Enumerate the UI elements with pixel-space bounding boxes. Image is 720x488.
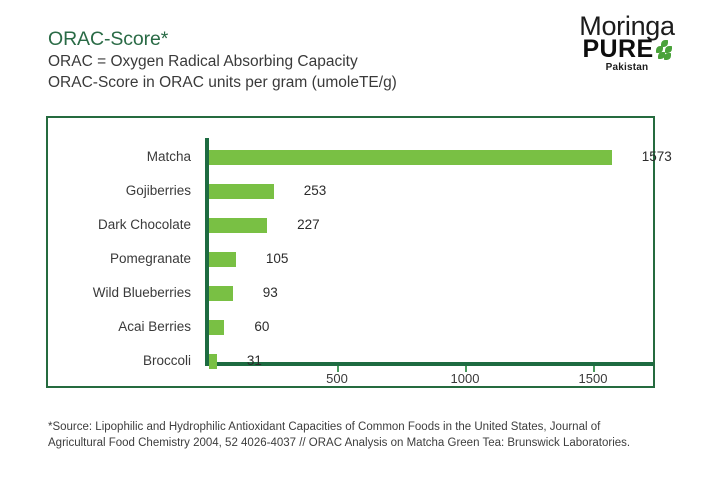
bar bbox=[209, 252, 236, 267]
bar-row: Acai Berries 60 bbox=[48, 310, 653, 344]
chart-frame: Matcha 1573 Gojiberries 253 Dark Chocolate 22… bbox=[46, 116, 672, 388]
bar bbox=[209, 320, 225, 335]
bar bbox=[209, 184, 274, 199]
bar-value-label: 93 bbox=[262, 285, 278, 300]
bar bbox=[209, 150, 612, 165]
bar-value-label: 31 bbox=[246, 353, 262, 368]
bar-row: Matcha 1573 bbox=[48, 140, 672, 174]
x-tick-mark bbox=[337, 366, 339, 372]
logo-brand-main: PURE bbox=[582, 35, 654, 63]
x-tick-label: 500 bbox=[326, 371, 348, 386]
subtitle-line-2: ORAC-Score in ORAC units per gram (umole… bbox=[48, 74, 397, 91]
subtitle-line-1: ORAC = Oxygen Radical Absorbing Capacity bbox=[48, 53, 358, 70]
source-footnote: *Source: Lipophilic and Hydrophilic Anti… bbox=[48, 419, 688, 451]
footnote-line-2: Agricultural Food Chemistry 2004, 52 402… bbox=[48, 437, 631, 449]
bar-value-label: 1573 bbox=[641, 149, 672, 164]
bar-row: Broccoli 31 bbox=[48, 344, 653, 378]
header: ORAC-Score* ORAC = Oxygen Radical Absorb… bbox=[0, 0, 720, 110]
bar-row: Dark Chocolate 227 bbox=[48, 208, 653, 242]
bar-chart-plot: Matcha 1573 Gojiberries 253 Dark Chocolate 22… bbox=[48, 118, 672, 386]
bar-value-label: 105 bbox=[265, 251, 289, 266]
bar bbox=[209, 286, 233, 301]
category-label: Wild Blueberries bbox=[92, 285, 191, 300]
category-label: Broccoli bbox=[142, 353, 191, 368]
logo-brand-sub: Pakistan bbox=[605, 62, 649, 73]
x-axis-line bbox=[205, 362, 653, 366]
x-tick-mark bbox=[465, 366, 467, 372]
bar bbox=[209, 354, 217, 369]
y-axis-line bbox=[205, 138, 209, 366]
bar-row: Gojiberries 253 bbox=[48, 174, 653, 208]
footnote-line-1: *Source: Lipophilic and Hydrophilic Anti… bbox=[48, 421, 601, 433]
bar-value-label: 253 bbox=[303, 183, 327, 198]
category-label: Pomegranate bbox=[109, 251, 191, 266]
bar-value-label: 60 bbox=[254, 319, 270, 334]
x-tick-label: 1500 bbox=[578, 371, 608, 386]
brand-logo: Moringa PURE Pakistan bbox=[552, 12, 702, 84]
logo-brand-top: Moringa bbox=[579, 11, 675, 41]
bar-row: Wild Blueberries 93 bbox=[48, 276, 653, 310]
category-label: Gojiberries bbox=[125, 183, 191, 198]
bar-row: Pomegranate 105 bbox=[48, 242, 653, 276]
x-tick-label: 1000 bbox=[450, 371, 480, 386]
title-block: ORAC-Score* ORAC = Oxygen Radical Absorb… bbox=[48, 28, 397, 93]
bar-value-label: 227 bbox=[297, 217, 320, 232]
page-title: ORAC-Score* bbox=[48, 28, 169, 50]
category-label: Dark Chocolate bbox=[97, 217, 191, 232]
x-tick-mark bbox=[593, 366, 595, 372]
logo-pure-row: PURE bbox=[552, 35, 702, 63]
category-label: Matcha bbox=[146, 149, 191, 164]
bar bbox=[209, 218, 268, 233]
leaf-icon bbox=[655, 40, 672, 60]
category-label: Acai Berries bbox=[118, 319, 191, 334]
